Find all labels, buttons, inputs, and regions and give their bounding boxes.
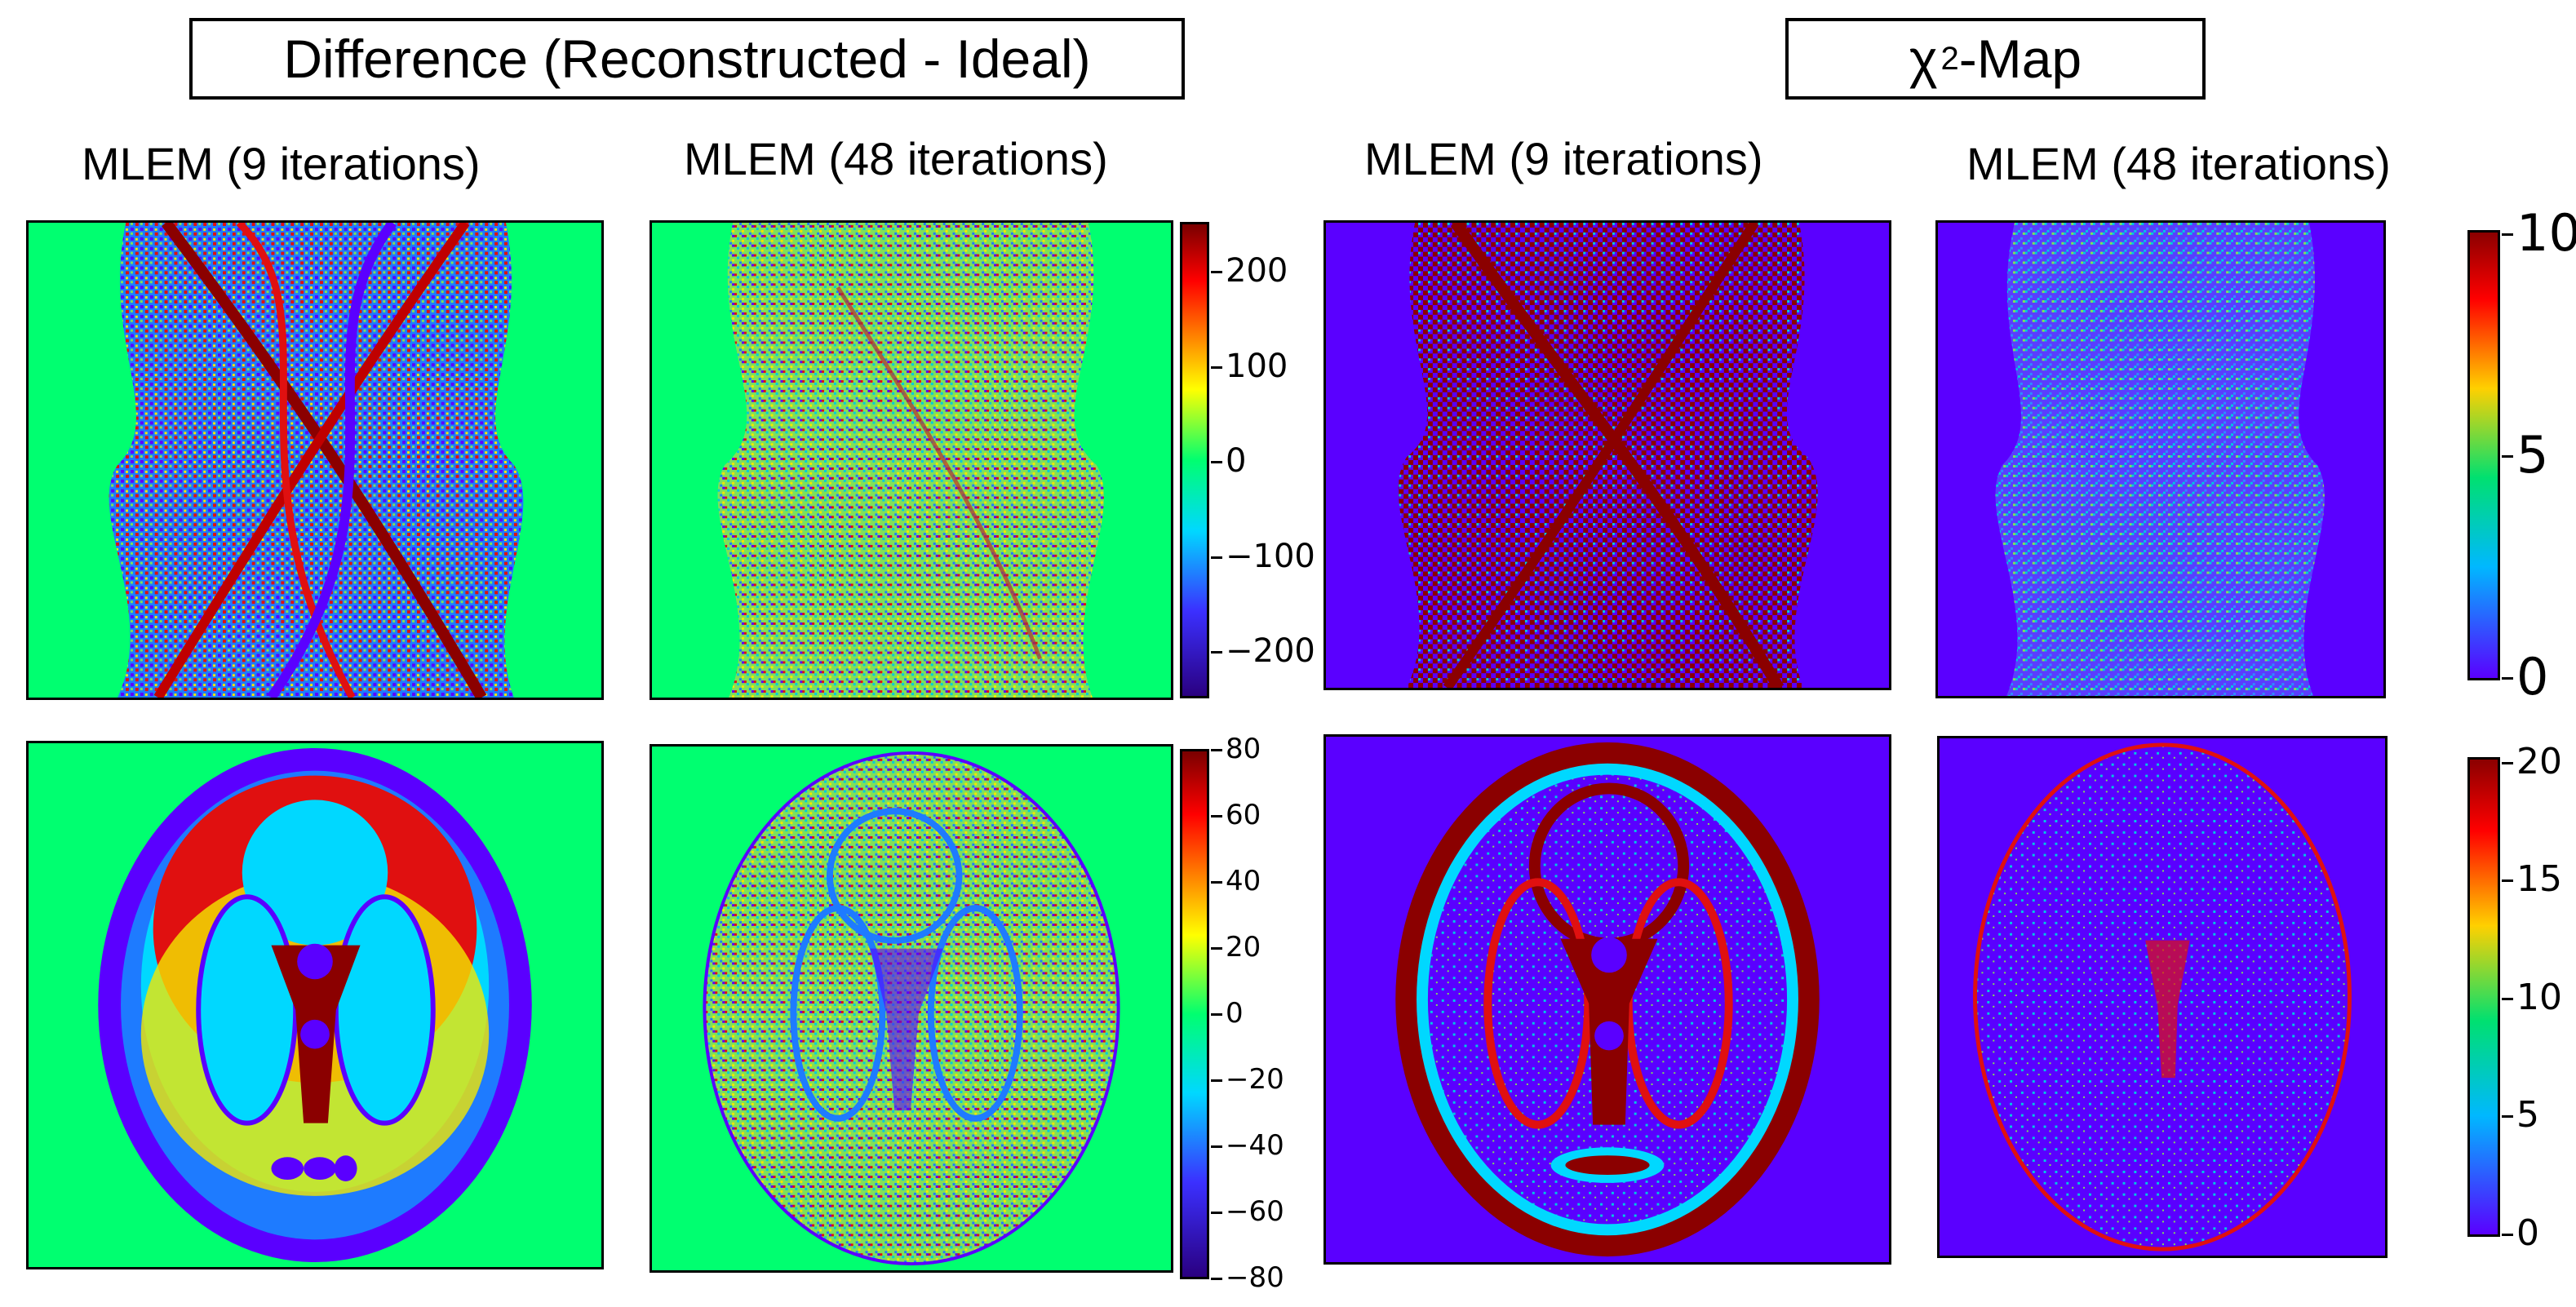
difference-header: Difference (Reconstructed - Ideal)	[189, 18, 1185, 100]
colorbar-tick-chi-bottom: 5	[2502, 1094, 2539, 1136]
colorbar-tick-diff-bottom: 20	[1210, 930, 1261, 964]
colorbar-tick-diff-top: 0	[1210, 442, 1247, 480]
colorbar-tick-diff-bottom: −60	[1211, 1194, 1284, 1228]
chi-bottom-colorbar	[2467, 757, 2500, 1237]
diff-9-phantom-panel	[26, 741, 604, 1269]
colorbar-tick-diff-top: −200	[1211, 632, 1315, 670]
colorbar-tick-diff-bottom: −20	[1211, 1062, 1284, 1096]
colorbar-tick-chi-top: 0	[2501, 646, 2549, 707]
diff-bottom-colorbar	[1180, 749, 1209, 1279]
col-label-diff-9: MLEM (9 iterations)	[82, 138, 481, 189]
colorbar-tick-diff-top: 200	[1210, 252, 1288, 290]
colorbar-tick-diff-bottom: 80	[1210, 732, 1261, 765]
chi2-symbol: χ	[1909, 29, 1938, 89]
col-label-diff-48: MLEM (48 iterations)	[684, 133, 1108, 184]
chi2-superscript: 2	[1940, 40, 1959, 77]
colorbar-tick-diff-top: 100	[1210, 347, 1288, 385]
chi2-header-rest: -Map	[1958, 29, 2082, 89]
colorbar-tick-diff-bottom: −40	[1211, 1128, 1284, 1162]
difference-header-text: Difference (Reconstructed - Ideal)	[283, 29, 1091, 89]
colorbar-tick-diff-bottom: −80	[1211, 1260, 1284, 1294]
colorbar-tick-chi-bottom: 10	[2502, 976, 2562, 1018]
chi-top-colorbar	[2467, 230, 2500, 680]
colorbar-tick-chi-top: 5	[2501, 424, 2549, 485]
colorbar-tick-chi-bottom: 15	[2502, 858, 2562, 901]
chi-9-phantom-panel	[1323, 734, 1891, 1265]
chi-48-phantom-panel	[1937, 736, 2388, 1258]
chi-48-sinogram-panel	[1935, 220, 2386, 698]
diff-48-phantom-panel	[650, 744, 1173, 1273]
colorbar-tick-chi-bottom: 20	[2502, 740, 2562, 782]
colorbar-tick-chi-top: 10	[2502, 203, 2576, 264]
diff-9-sinogram-panel	[26, 220, 604, 700]
chi2-map-header: χ 2 -Map	[1785, 18, 2206, 100]
diff-48-sinogram-panel	[650, 220, 1173, 700]
diff-top-colorbar	[1180, 222, 1209, 698]
colorbar-tick-diff-bottom: 60	[1210, 798, 1261, 831]
colorbar-tick-diff-bottom: 40	[1210, 864, 1261, 897]
colorbar-tick-chi-bottom: 0	[2502, 1212, 2539, 1254]
chi-9-sinogram-panel	[1323, 220, 1891, 690]
colorbar-tick-diff-bottom: 0	[1211, 996, 1244, 1030]
col-label-chi-9: MLEM (9 iterations)	[1364, 133, 1763, 184]
colorbar-tick-diff-top: −100	[1211, 537, 1315, 575]
col-label-chi-48: MLEM (48 iterations)	[1966, 138, 2391, 189]
